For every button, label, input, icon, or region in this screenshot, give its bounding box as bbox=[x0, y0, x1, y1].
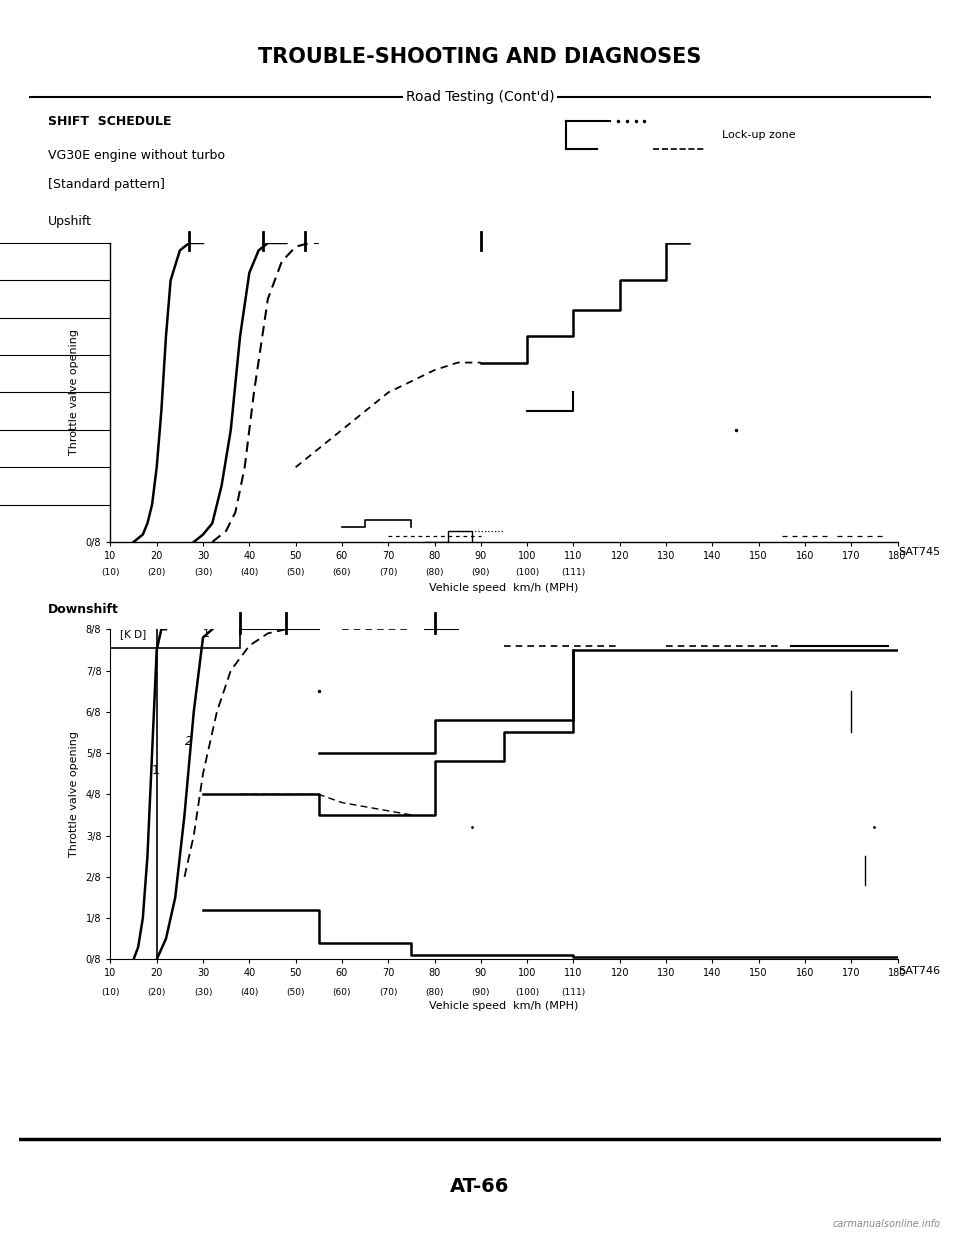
Text: Lock-up zone: Lock-up zone bbox=[722, 130, 796, 140]
Text: (30): (30) bbox=[194, 568, 212, 577]
Text: (40): (40) bbox=[240, 988, 258, 997]
Text: (50): (50) bbox=[286, 568, 305, 577]
Text: (20): (20) bbox=[148, 568, 166, 577]
Text: (100): (100) bbox=[515, 988, 540, 997]
Text: SAT745: SAT745 bbox=[899, 547, 941, 557]
Text: (10): (10) bbox=[101, 988, 120, 997]
Text: VG30E engine without turbo: VG30E engine without turbo bbox=[48, 148, 225, 162]
Text: (10): (10) bbox=[101, 568, 120, 577]
X-axis label: Vehicle speed  km/h (MPH): Vehicle speed km/h (MPH) bbox=[429, 583, 579, 593]
Text: SAT746: SAT746 bbox=[899, 966, 941, 976]
Text: (70): (70) bbox=[379, 568, 397, 577]
Y-axis label: Throttle valve opening: Throttle valve opening bbox=[69, 731, 79, 857]
Text: (90): (90) bbox=[471, 568, 491, 577]
Text: Upshift: Upshift bbox=[48, 214, 92, 228]
Text: (20): (20) bbox=[148, 988, 166, 997]
Text: Downshift: Downshift bbox=[48, 603, 119, 617]
Text: carmanualsonline.info: carmanualsonline.info bbox=[832, 1219, 941, 1230]
Y-axis label: Throttle valve opening: Throttle valve opening bbox=[69, 329, 79, 456]
Text: (90): (90) bbox=[471, 988, 491, 997]
Text: (80): (80) bbox=[425, 988, 444, 997]
Text: SHIFT  SCHEDULE: SHIFT SCHEDULE bbox=[48, 115, 172, 127]
Text: 2: 2 bbox=[184, 735, 193, 748]
Text: (111): (111) bbox=[562, 568, 586, 577]
Text: 1: 1 bbox=[203, 629, 210, 639]
Text: (50): (50) bbox=[286, 988, 305, 997]
Text: AT-66: AT-66 bbox=[450, 1177, 510, 1196]
Text: (60): (60) bbox=[333, 988, 351, 997]
Bar bbox=[110, 621, 240, 648]
Text: Road Testing (Cont'd): Road Testing (Cont'd) bbox=[406, 90, 554, 103]
Text: (80): (80) bbox=[425, 568, 444, 577]
Text: (100): (100) bbox=[515, 568, 540, 577]
Text: [K D]: [K D] bbox=[120, 629, 146, 639]
Text: (60): (60) bbox=[333, 568, 351, 577]
Text: (111): (111) bbox=[562, 988, 586, 997]
Text: (40): (40) bbox=[240, 568, 258, 577]
Text: 1: 1 bbox=[152, 764, 160, 776]
Text: (70): (70) bbox=[379, 988, 397, 997]
Text: TROUBLE-SHOOTING AND DIAGNOSES: TROUBLE-SHOOTING AND DIAGNOSES bbox=[258, 47, 702, 67]
Text: [Standard pattern]: [Standard pattern] bbox=[48, 178, 165, 191]
Text: (30): (30) bbox=[194, 988, 212, 997]
X-axis label: Vehicle speed  km/h (MPH): Vehicle speed km/h (MPH) bbox=[429, 1001, 579, 1011]
